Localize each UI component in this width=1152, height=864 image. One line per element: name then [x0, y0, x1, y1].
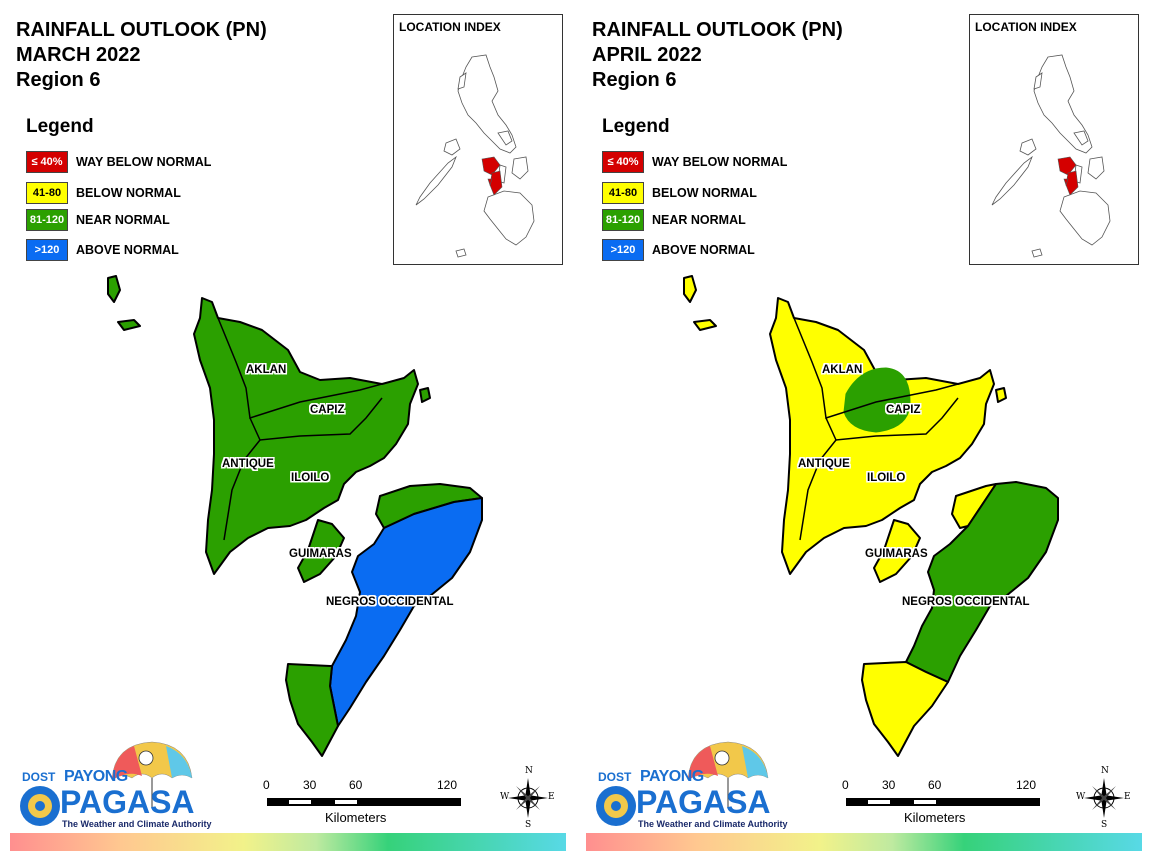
compass-rose-icon [1084, 778, 1124, 818]
scale-tick-60: 60 [349, 778, 363, 792]
province-label-capiz: CAPIZ [310, 404, 345, 416]
legend-swatch: >120 [26, 239, 68, 261]
logo-tagline: The Weather and Climate Authority [638, 819, 788, 829]
legend-swatch: >120 [602, 239, 644, 261]
logo-tagline: The Weather and Climate Authority [62, 819, 212, 829]
legend-label: NEAR NORMAL [652, 213, 746, 227]
rainfall-map [683, 275, 1059, 757]
legend-item-below-normal: 41-80 BELOW NORMAL [602, 181, 757, 205]
province-label-antique: ANTIQUE [222, 458, 274, 470]
scale-tick-120: 120 [1016, 778, 1037, 792]
map-title: RAINFALL OUTLOOK (PN) APRIL 2022 Region … [592, 18, 843, 93]
scale-tick-120: 120 [437, 778, 458, 792]
province-label-negros-occidental: NEGROS OCCIDENTAL [902, 596, 1030, 608]
legend-label: BELOW NORMAL [76, 186, 181, 200]
legend-label: ABOVE NORMAL [76, 243, 179, 257]
compass-s: S [1101, 820, 1108, 830]
philippines-outline [991, 54, 1111, 258]
province-label-aklan: AKLAN [822, 364, 863, 376]
logo-payong: PAYONG [640, 768, 704, 785]
legend-title: Legend [26, 116, 94, 137]
location-index-map: LOCATION INDEX [969, 14, 1139, 265]
province-label-iloilo: ILOILO [867, 472, 906, 484]
sun-seal-icon [596, 786, 636, 826]
legend-swatch: ≤ 40% [26, 151, 68, 173]
location-index-title: LOCATION INDEX [975, 20, 1077, 34]
province-label-antique: ANTIQUE [798, 458, 850, 470]
legend-label: NEAR NORMAL [76, 213, 170, 227]
scale-bar-graphic [846, 798, 1040, 806]
compass-e: E [1124, 792, 1131, 802]
rainfall-map [107, 275, 483, 757]
legend-label: BELOW NORMAL [652, 186, 757, 200]
philippines-outline [415, 54, 535, 258]
compass-w: W [1076, 792, 1086, 802]
scale-tick-60: 60 [928, 778, 942, 792]
logo-payong: PAYONG [64, 768, 128, 785]
scale-tick-0: 0 [842, 778, 849, 792]
title-month: APRIL 2022 [592, 44, 702, 66]
title-region: Region 6 [16, 69, 101, 91]
legend-item-way-below-normal: ≤ 40% WAY BELOW NORMAL [602, 150, 787, 174]
legend-item-near-normal: 81-120 NEAR NORMAL [26, 208, 170, 232]
legend-swatch: 41-80 [602, 182, 644, 204]
scale-tick-30: 30 [882, 778, 896, 792]
compass-n: N [525, 766, 533, 776]
pagasa-logo: DOST PAYONG PAGASA The Weather and Clima… [16, 740, 212, 832]
scale-bar: 0 30 60 120 Kilometers [834, 778, 1054, 838]
province-label-negros-occidental: NEGROS OCCIDENTAL [326, 596, 454, 608]
april-panel: RAINFALL OUTLOOK (PN) APRIL 2022 Region … [576, 0, 1152, 864]
scale-bar-graphic [267, 798, 461, 806]
pagasa-logo: DOST PAYONG PAGASA The Weather and Clima… [592, 740, 788, 832]
color-gradient-bar [586, 833, 1142, 851]
scale-unit: Kilometers [325, 810, 387, 825]
legend-title: Legend [602, 116, 670, 137]
location-index-map: LOCATION INDEX [393, 14, 563, 265]
location-index-title: LOCATION INDEX [399, 20, 501, 34]
scale-unit: Kilometers [904, 810, 966, 825]
legend-label: WAY BELOW NORMAL [652, 155, 788, 169]
compass-s: S [525, 820, 532, 830]
legend-swatch: ≤ 40% [602, 151, 644, 173]
title-product: RAINFALL OUTLOOK (PN) [16, 19, 267, 41]
legend-label: ABOVE NORMAL [652, 243, 755, 257]
compass-n: N [1101, 766, 1109, 776]
compass-rose-icon [508, 778, 548, 818]
logo-dost: DOST [22, 770, 56, 784]
legend-item-near-normal: 81-120 NEAR NORMAL [602, 208, 746, 232]
legend-swatch: 81-120 [26, 209, 68, 231]
title-region: Region 6 [592, 69, 677, 91]
legend-label: WAY BELOW NORMAL [76, 155, 212, 169]
province-label-iloilo: ILOILO [291, 472, 330, 484]
province-label-capiz: CAPIZ [886, 404, 921, 416]
logo-dost: DOST [598, 770, 632, 784]
logo-pagasa: PAGASA [636, 784, 771, 820]
legend-swatch: 81-120 [602, 209, 644, 231]
map-title: RAINFALL OUTLOOK (PN) MARCH 2022 Region … [16, 18, 267, 93]
legend-item-below-normal: 41-80 BELOW NORMAL [26, 181, 181, 205]
north-arrow: N E S W [500, 766, 556, 830]
north-arrow: N E S W [1076, 766, 1132, 830]
compass-w: W [500, 792, 510, 802]
march-panel: RAINFALL OUTLOOK (PN) MARCH 2022 Region … [10, 14, 566, 851]
scale-tick-30: 30 [303, 778, 317, 792]
province-label-aklan: AKLAN [246, 364, 287, 376]
legend-swatch: 41-80 [26, 182, 68, 204]
umbrella-icon [687, 741, 769, 808]
scale-tick-0: 0 [263, 778, 270, 792]
scale-bar: 0 30 60 120 Kilometers [255, 778, 475, 838]
legend-item-above-normal: >120 ABOVE NORMAL [26, 238, 179, 262]
compass-e: E [548, 792, 555, 802]
color-gradient-bar [10, 833, 566, 851]
umbrella-icon [111, 741, 193, 808]
province-label-guimaras: GUIMARAS [865, 548, 928, 560]
title-month: MARCH 2022 [16, 44, 141, 66]
legend-item-way-below-normal: ≤ 40% WAY BELOW NORMAL [26, 150, 211, 174]
sun-seal-icon [20, 786, 60, 826]
legend-item-above-normal: >120 ABOVE NORMAL [602, 238, 755, 262]
logo-pagasa: PAGASA [60, 784, 195, 820]
title-product: RAINFALL OUTLOOK (PN) [592, 19, 843, 41]
province-label-guimaras: GUIMARAS [289, 548, 352, 560]
